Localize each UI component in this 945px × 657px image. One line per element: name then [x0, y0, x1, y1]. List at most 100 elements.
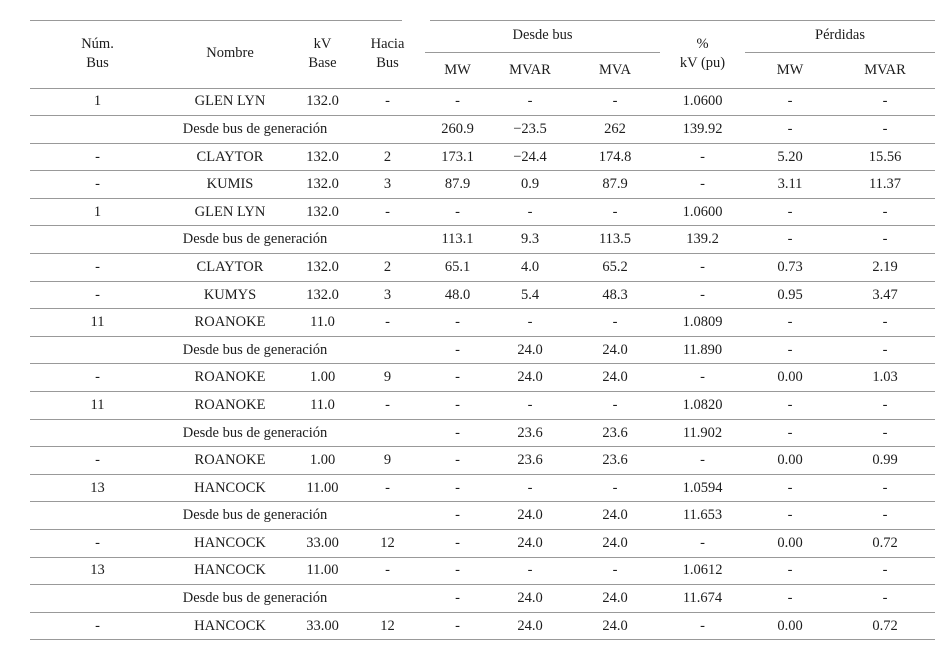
value-cell: - [660, 612, 746, 641]
table-body: 1 GLEN LYN 132.0- - - -1.0600- - Desde bus de g… [30, 88, 936, 641]
value-cell: - [745, 474, 836, 503]
power-flow-results-table: Núm. Bus Nombre kV Base Hacia Bus Desde … [30, 20, 936, 641]
value-cell: - [425, 198, 490, 227]
value-cell: - [490, 474, 570, 503]
value-cell: - [30, 363, 165, 393]
value-cell: 11.0 [295, 308, 350, 337]
value-cell: 4.0 [490, 253, 570, 282]
value-cell: 24.0 [570, 501, 661, 530]
col-group-perdidas: Pérdidas [745, 20, 936, 53]
value-cell: 0.72 [835, 612, 936, 641]
value-cell: 24.0 [570, 529, 661, 558]
value-cell: 2.19 [835, 253, 936, 282]
col-header-hacia-bus: Hacia Bus [350, 20, 425, 89]
value-cell: 87.9 [425, 170, 490, 199]
branch-row: - CLAYTOR 132.0 2 173.1 −24.4 174.8-5.20 15.56 [30, 143, 936, 172]
value-cell: - [490, 88, 570, 117]
value-cell: 262 [570, 115, 661, 144]
value-cell: - [745, 198, 836, 227]
value-cell: 65.2 [570, 253, 661, 282]
value-cell: 1.0612 [660, 557, 746, 586]
value-cell: - [745, 501, 836, 530]
value-cell: - [835, 198, 936, 227]
value-cell: ROANOKE [165, 446, 295, 475]
value-cell: - [745, 557, 836, 586]
value-cell: 0.00 [745, 612, 836, 641]
value-cell: - [350, 474, 425, 503]
value-cell: - [350, 557, 425, 586]
value-cell: 24.0 [490, 612, 570, 641]
branch-row: - KUMIS 132.0 3 87.9 0.9 87.9-3.11 11.37 [30, 170, 936, 199]
branch-row: 1 GLEN LYN 132.0- - - -1.0600- - [30, 88, 936, 117]
generation-row-label: Desde bus de generación [30, 501, 425, 530]
value-cell: −23.5 [490, 115, 570, 144]
value-cell: - [745, 225, 836, 255]
generation-row-label: Desde bus de generación [30, 584, 425, 613]
value-cell: - [835, 474, 936, 503]
value-cell: 24.0 [490, 336, 570, 365]
value-cell: 2 [350, 253, 425, 282]
col-header-perdidas-mvar: MVAR [835, 52, 936, 89]
value-cell: 0.99 [835, 446, 936, 475]
value-cell: - [745, 419, 836, 448]
value-cell: 12 [350, 529, 425, 558]
value-cell: - [660, 143, 746, 172]
value-cell: 24.0 [570, 363, 661, 393]
value-cell: - [570, 308, 661, 337]
value-cell: - [745, 115, 836, 144]
value-cell: HANCOCK [165, 612, 295, 641]
value-cell: 33.00 [295, 612, 350, 641]
value-cell: 11 [30, 308, 165, 337]
value-cell: ROANOKE [165, 308, 295, 337]
value-cell: - [835, 557, 936, 586]
value-cell: - [425, 336, 490, 365]
branch-row: 13 HANCOCK 11.00- - - -1.0612- - [30, 557, 936, 586]
value-cell: - [745, 88, 836, 117]
value-cell: - [570, 391, 661, 420]
value-cell: 132.0 [295, 143, 350, 172]
value-cell: - [490, 308, 570, 337]
value-cell: - [745, 584, 836, 613]
value-cell: - [745, 308, 836, 337]
branch-row: - ROANOKE 1.00 9-24.0 24.0-0.00 1.03 [30, 363, 936, 393]
value-cell: - [570, 198, 661, 227]
value-cell: 65.1 [425, 253, 490, 282]
col-header-desde-mva: MVA [570, 52, 661, 89]
value-cell: 1.00 [295, 446, 350, 475]
value-cell: - [425, 474, 490, 503]
value-cell: 174.8 [570, 143, 661, 172]
generation-summary-row: Desde bus de generación -24.0 24.0 11.674- - [30, 584, 936, 613]
value-cell: HANCOCK [165, 557, 295, 586]
value-cell: - [490, 391, 570, 420]
generation-summary-row: Desde bus de generación -23.6 23.6 11.902- - [30, 419, 936, 448]
value-cell: - [660, 253, 746, 282]
value-cell: - [660, 281, 746, 310]
value-cell: - [835, 88, 936, 117]
value-cell: - [570, 557, 661, 586]
value-cell: 2 [350, 143, 425, 172]
value-cell: - [30, 170, 165, 199]
value-cell: - [30, 281, 165, 310]
value-cell: 0.95 [745, 281, 836, 310]
value-cell: 0.72 [835, 529, 936, 558]
value-cell: 132.0 [295, 88, 350, 117]
value-cell: 48.3 [570, 281, 661, 310]
value-cell: - [490, 198, 570, 227]
value-cell: - [835, 501, 936, 530]
generation-row-label: Desde bus de generación [30, 225, 425, 255]
value-cell: 1.0820 [660, 391, 746, 420]
value-cell: 0.00 [745, 446, 836, 475]
value-cell: - [835, 225, 936, 255]
value-cell: 0.00 [745, 363, 836, 393]
value-cell: 1.0594 [660, 474, 746, 503]
branch-row: - HANCOCK 33.00 12-24.0 24.0-0.00 0.72 [30, 612, 936, 641]
value-cell: - [835, 336, 936, 365]
value-cell: 5.20 [745, 143, 836, 172]
value-cell: - [425, 308, 490, 337]
value-cell: KUMYS [165, 281, 295, 310]
value-cell: - [570, 474, 661, 503]
col-header-desde-mw: MW [425, 52, 490, 89]
branch-row: - ROANOKE 1.00 9-23.6 23.6-0.00 0.99 [30, 446, 936, 475]
value-cell: - [660, 446, 746, 475]
